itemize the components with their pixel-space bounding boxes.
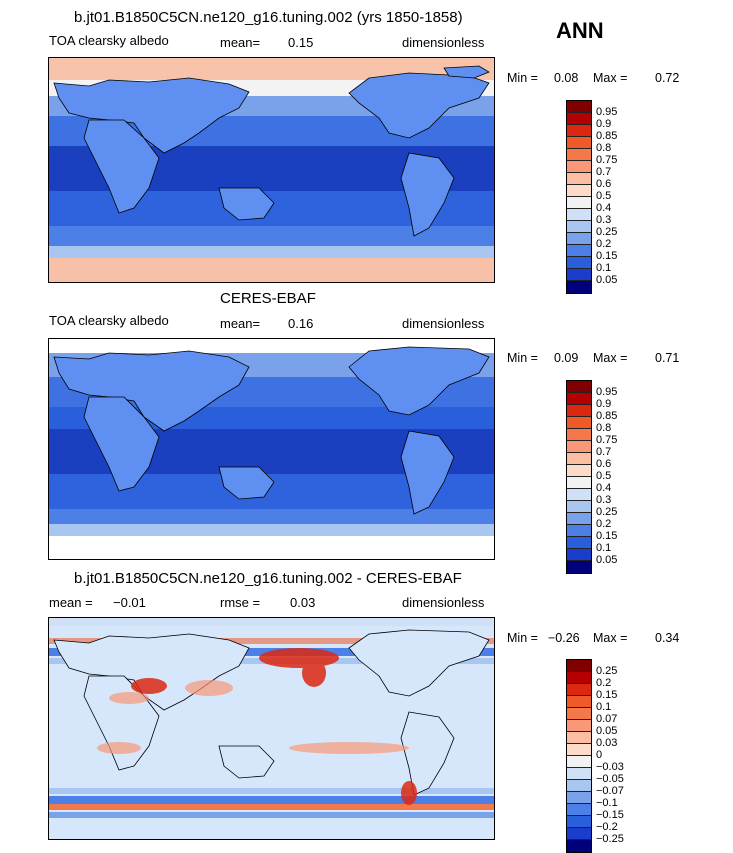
panel3-map (48, 617, 495, 840)
panel3-colorbar (566, 659, 592, 853)
panel3-colorbar-labels: 0.25 0.2 0.15 0.1 0.07 0.05 0.03 0 −0.03… (596, 665, 624, 845)
colorbar-label: 0.05 (596, 274, 618, 286)
panel3-rmse-label: rmse = (220, 595, 261, 610)
colorbar-label: 0.5 (596, 470, 612, 482)
colorbar-label: 0.15 (596, 250, 618, 262)
colorbar-label: 0.25 (596, 506, 618, 518)
colorbar-label: 0.4 (596, 202, 612, 214)
panel2-colorbar-labels: 0.95 0.9 0.85 0.8 0.75 0.7 0.6 0.5 0.4 0… (596, 386, 617, 566)
colorbar-label: 0.8 (596, 422, 612, 434)
colorbar-label: 0.75 (596, 434, 618, 446)
colorbar-label: 0.8 (596, 142, 612, 154)
colorbar-label: 0.7 (596, 446, 612, 458)
colorbar-label: −0.2 (596, 821, 618, 833)
panel1-max-label: Max = (593, 71, 628, 85)
colorbar-label: 0.1 (596, 262, 612, 274)
panel2-map (48, 338, 495, 560)
panel2-units: dimensionless (402, 316, 485, 331)
panel2-max-value: 0.71 (655, 351, 680, 365)
panel3-map-field (49, 618, 494, 839)
panel2-map-field (49, 339, 494, 559)
colorbar-label: −0.07 (596, 785, 624, 797)
panel3-min-value: −0.26 (548, 631, 580, 645)
colorbar-label: 0.3 (596, 494, 612, 506)
colorbar-label: −0.25 (596, 833, 624, 845)
panel2-mean-label: mean= (220, 316, 261, 331)
colorbar-label: 0.15 (596, 530, 618, 542)
panel1-colorbar-labels: 0.95 0.9 0.85 0.8 0.75 0.7 0.6 0.5 0.4 0… (596, 106, 617, 286)
panel1-title: b.jt01.B1850C5CN.ne120_g16.tuning.002 (y… (74, 9, 463, 26)
colorbar-label: 0.2 (596, 518, 612, 530)
panel3-max-value: 0.34 (655, 631, 680, 645)
colorbar-label: 0.5 (596, 190, 612, 202)
panel1-map-field (49, 58, 494, 282)
panel1-min-label: Min = (507, 71, 538, 85)
panel1-colorbar (566, 100, 592, 294)
colorbar-label: 0.05 (596, 725, 618, 737)
panel2-title: CERES-EBAF (220, 290, 316, 307)
panel2-mean-value: 0.16 (288, 316, 314, 331)
colorbar-label: 0.85 (596, 410, 618, 422)
panel1-mean-value: 0.15 (288, 35, 314, 50)
panel1-left-label: TOA clearsky albedo (49, 33, 169, 48)
colorbar-label: 0.3 (596, 214, 612, 226)
colorbar-label: 0.03 (596, 737, 618, 749)
colorbar-label: 0.9 (596, 398, 612, 410)
panel2-min-value: 0.09 (554, 351, 579, 365)
panel3-title: b.jt01.B1850C5CN.ne120_g16.tuning.002 - … (74, 570, 462, 587)
panel2-left-label: TOA clearsky albedo (49, 313, 169, 328)
panel3-min-label: Min = (507, 631, 538, 645)
season-label: ANN (556, 18, 604, 43)
colorbar-label: 0.6 (596, 458, 612, 470)
panel3-max-label: Max = (593, 631, 628, 645)
colorbar-label: −0.1 (596, 797, 618, 809)
panel3-units: dimensionless (402, 595, 485, 610)
colorbar-label: 0.25 (596, 665, 618, 677)
panel3-rmse-value: 0.03 (290, 595, 316, 610)
colorbar-label: 0.7 (596, 166, 612, 178)
colorbar-label: 0.07 (596, 713, 618, 725)
panel1-min-value: 0.08 (554, 71, 579, 85)
colorbar-label: 0.4 (596, 482, 612, 494)
colorbar-label: 0.95 (596, 386, 618, 398)
colorbar-label: 0.85 (596, 130, 618, 142)
colorbar-label: 0.15 (596, 689, 618, 701)
colorbar-label: 0.2 (596, 677, 612, 689)
panel1-units: dimensionless (402, 35, 485, 50)
panel1-map (48, 57, 495, 283)
colorbar-label: −0.15 (596, 809, 624, 821)
panel1-max-value: 0.72 (655, 71, 680, 85)
panel2-colorbar (566, 380, 592, 574)
panel3-mean-label: mean = (49, 595, 93, 610)
colorbar-label: −0.03 (596, 761, 624, 773)
colorbar-label: 0.1 (596, 701, 612, 713)
panel2-max-label: Max = (593, 351, 628, 365)
colorbar-label: 0.75 (596, 154, 618, 166)
colorbar-label: 0.1 (596, 542, 612, 554)
panel3-mean-value: −0.01 (113, 595, 146, 610)
colorbar-label: 0.6 (596, 178, 612, 190)
panel1-mean-label: mean= (220, 35, 261, 50)
colorbar-label: −0.05 (596, 773, 624, 785)
panel2-min-label: Min = (507, 351, 538, 365)
colorbar-label: 0.05 (596, 554, 618, 566)
colorbar-label: 0 (596, 749, 603, 761)
colorbar-label: 0.2 (596, 238, 612, 250)
colorbar-label: 0.9 (596, 118, 612, 130)
colorbar-label: 0.95 (596, 106, 618, 118)
colorbar-label: 0.25 (596, 226, 618, 238)
